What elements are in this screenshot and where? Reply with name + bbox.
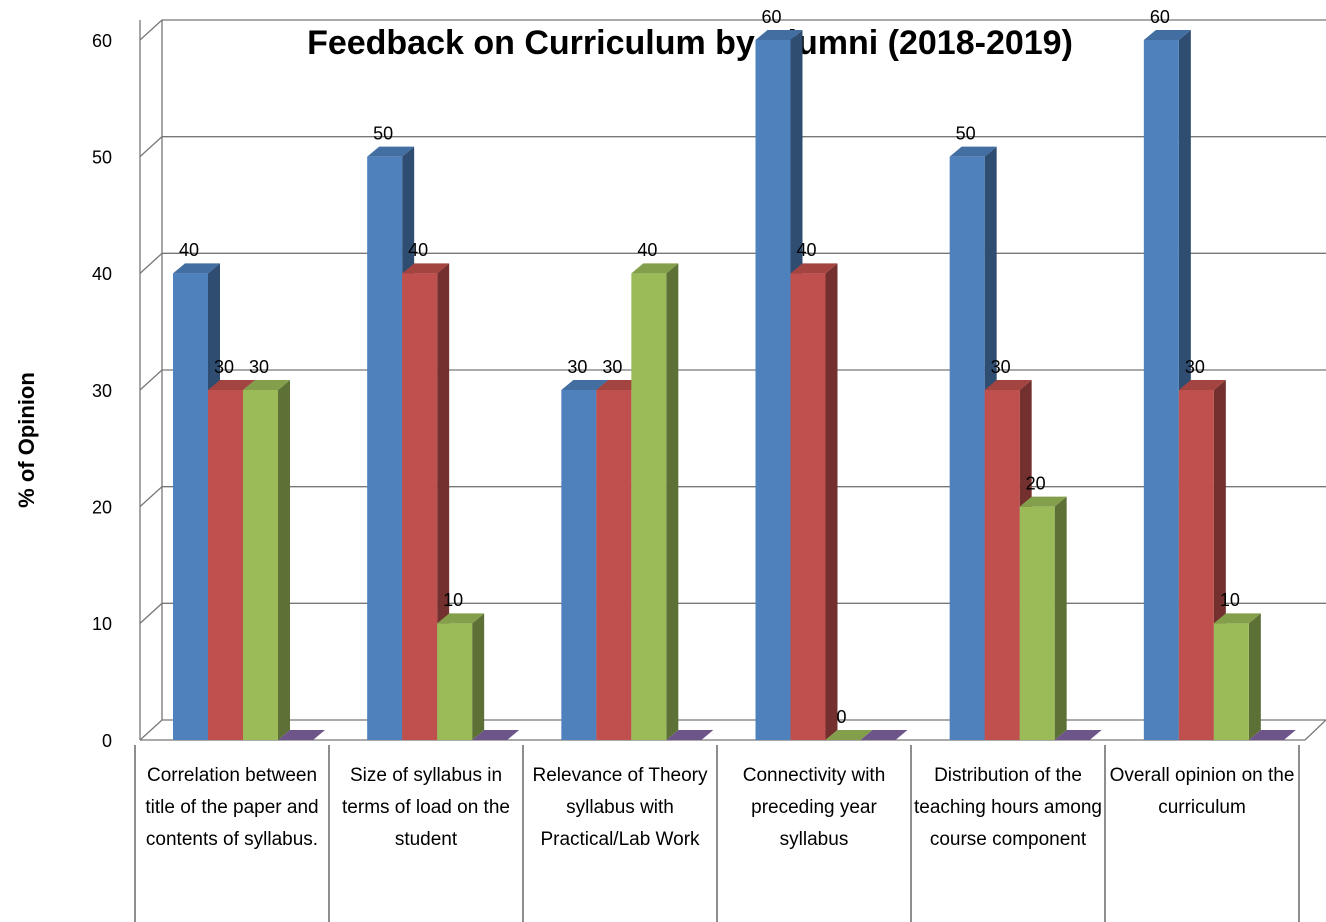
bar — [1019, 506, 1055, 740]
grid-line — [139, 19, 1326, 41]
x-tick-label: Correlation between title of the paper a… — [145, 765, 319, 850]
bar — [949, 156, 985, 740]
bar-top — [437, 613, 485, 624]
data-label: 30 — [602, 357, 622, 377]
data-label: 30 — [991, 357, 1011, 377]
grid-line — [139, 486, 1326, 508]
x-tick-label: Distribution of the teaching hours among… — [913, 765, 1102, 850]
grid-line — [139, 136, 1326, 158]
data-label: 60 — [761, 7, 781, 27]
x-tick-label: Relevance of Theory syllabus with Practi… — [532, 765, 708, 850]
bar — [208, 390, 243, 740]
x-tick-label: Connectivity with preceding year syllabu… — [742, 765, 886, 850]
data-label: 10 — [1220, 590, 1240, 610]
bar-top — [666, 730, 714, 740]
data-label: 40 — [637, 240, 657, 260]
data-label: 30 — [214, 357, 234, 377]
bar-top — [208, 380, 255, 390]
y-tick-label: 60 — [92, 31, 112, 51]
bar-top — [984, 380, 1032, 390]
bar — [561, 390, 597, 740]
data-label: 40 — [408, 240, 428, 260]
bar-top — [173, 263, 220, 274]
bar-top — [561, 380, 609, 390]
bar — [755, 40, 791, 740]
bar-top — [402, 263, 450, 274]
y-tick-label: 20 — [92, 497, 112, 517]
data-label: 0 — [836, 707, 846, 727]
bar-top — [243, 380, 290, 390]
bar — [243, 390, 278, 740]
data-label: 10 — [443, 590, 463, 610]
data-label: 30 — [1185, 357, 1205, 377]
bar-top — [860, 730, 908, 740]
data-label: 60 — [1150, 7, 1170, 27]
y-tick-label: 0 — [102, 731, 112, 751]
bar — [1143, 40, 1179, 740]
bar — [173, 273, 208, 740]
grid-line — [139, 602, 1326, 624]
bar — [596, 390, 632, 740]
data-label: 50 — [956, 123, 976, 143]
bar-top — [1178, 380, 1226, 390]
data-label: 30 — [567, 357, 587, 377]
bar-top — [1213, 613, 1261, 624]
bar — [367, 156, 403, 740]
grid-line — [139, 369, 1326, 391]
bar-top — [631, 263, 679, 274]
y-tick-label: 30 — [92, 381, 112, 401]
bar-top — [1019, 496, 1067, 507]
grid-line — [139, 719, 1326, 741]
bar-top — [1248, 730, 1296, 740]
x-tick-label: Overall opinion on the curriculum — [1109, 765, 1295, 818]
y-tick-label: 10 — [92, 614, 112, 634]
bar-top — [472, 730, 520, 740]
bar-top — [1054, 730, 1102, 740]
data-label: 50 — [373, 123, 393, 143]
bar-top — [367, 146, 415, 157]
data-label: 30 — [249, 357, 269, 377]
bar — [1178, 390, 1214, 740]
bar-side — [825, 263, 838, 740]
y-tick-label: 40 — [92, 264, 112, 284]
bar — [1213, 623, 1249, 740]
bar — [631, 273, 667, 740]
y-tick-label: 50 — [92, 147, 112, 167]
bar — [984, 390, 1020, 740]
bar-side — [472, 613, 485, 740]
data-label: 40 — [796, 240, 816, 260]
chart-title: Feedback on Curriculum by Alumni (2018-2… — [307, 24, 1073, 62]
data-label: 40 — [179, 240, 199, 260]
bar-top — [1143, 30, 1191, 40]
bar-top — [755, 30, 803, 40]
bar — [402, 273, 438, 740]
data-label: 20 — [1026, 473, 1046, 493]
bar-top — [790, 263, 838, 274]
bar-top — [949, 146, 997, 157]
bar-side — [1248, 613, 1261, 740]
floor — [140, 719, 1326, 741]
bar — [790, 273, 826, 740]
bar-side — [666, 263, 679, 740]
bar-side — [278, 380, 290, 740]
grid-line — [139, 252, 1326, 274]
bar-top — [825, 730, 873, 740]
bar — [437, 623, 473, 740]
bar-top — [278, 730, 325, 740]
x-tick-label: Size of syllabus in terms of load on the… — [342, 765, 510, 850]
bar-side — [1054, 496, 1067, 740]
y-axis-label: % of Opinion — [14, 372, 39, 508]
